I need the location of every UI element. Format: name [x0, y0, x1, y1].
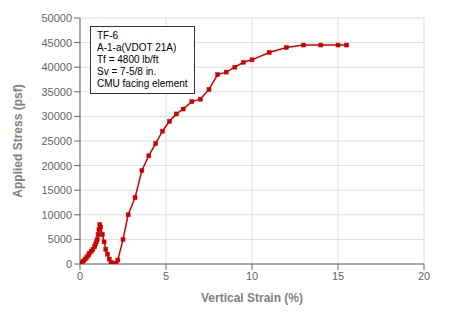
html-text:A-1-a(VDOT 21A): A-1-a(VDOT 21A)	[97, 42, 177, 53]
svg-text:40000: 40000	[41, 61, 72, 73]
svg-text:5: 5	[163, 270, 169, 282]
svg-text:Vertical Strain (%): Vertical Strain (%)	[201, 291, 303, 305]
html-text:Sv = 7-5/8 in.: Sv = 7-5/8 in.	[97, 66, 157, 77]
svg-text:35000: 35000	[41, 86, 72, 98]
svg-text:25000: 25000	[41, 135, 72, 147]
svg-text:20000: 20000	[41, 160, 72, 172]
svg-text:0: 0	[66, 258, 72, 270]
svg-text:10000: 10000	[41, 209, 72, 221]
svg-text:0: 0	[77, 270, 83, 282]
svg-text:30000: 30000	[41, 110, 72, 122]
html-text:Tf = 4800 lb/ft: Tf = 4800 lb/ft	[97, 54, 159, 65]
svg-text:Applied Stress (psf): Applied Stress (psf)	[11, 84, 25, 197]
svg-text:15: 15	[332, 270, 344, 282]
svg-text:50000: 50000	[41, 12, 72, 24]
svg-text:20: 20	[418, 270, 430, 282]
html-text:TF-6: TF-6	[97, 30, 119, 41]
html-text:CMU facing element: CMU facing element	[97, 78, 188, 89]
svg-text:10: 10	[246, 270, 258, 282]
svg-text:15000: 15000	[41, 184, 72, 196]
svg-text:45000: 45000	[41, 37, 72, 49]
svg-text:5000: 5000	[48, 233, 72, 245]
